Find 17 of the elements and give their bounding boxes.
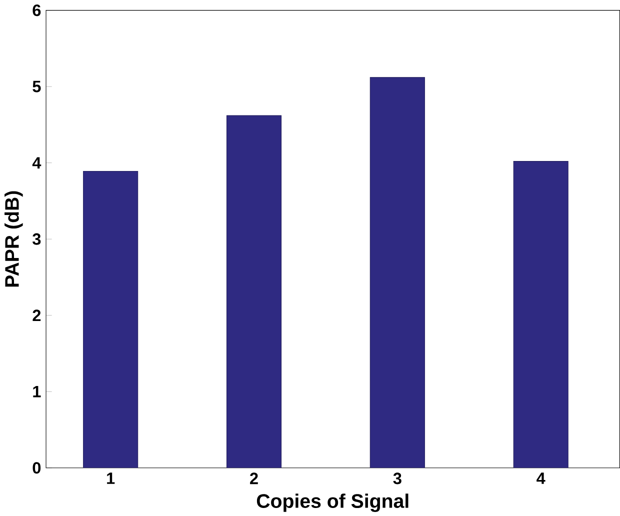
x-tick-label: 2 [250, 472, 258, 484]
bar [83, 170, 138, 468]
x-tick-label: 3 [393, 472, 402, 484]
y-tick-label: 6 [32, 4, 41, 16]
y-tick-label: 2 [32, 309, 41, 321]
bar [513, 160, 568, 468]
y-tick-label: 0 [32, 462, 41, 474]
y-axis-title: PAPR (dB) [4, 191, 23, 286]
x-axis-title: Copies of Signal [256, 493, 408, 512]
bar [226, 115, 282, 468]
x-tick-label: 1 [107, 472, 115, 484]
y-tick-label: 5 [32, 80, 41, 92]
x-tick-label: 4 [536, 472, 546, 484]
y-tick-label: 4 [32, 156, 42, 168]
y-tick-label: 3 [32, 233, 41, 245]
bar [370, 76, 425, 468]
y-tick-label: 1 [33, 386, 41, 397]
